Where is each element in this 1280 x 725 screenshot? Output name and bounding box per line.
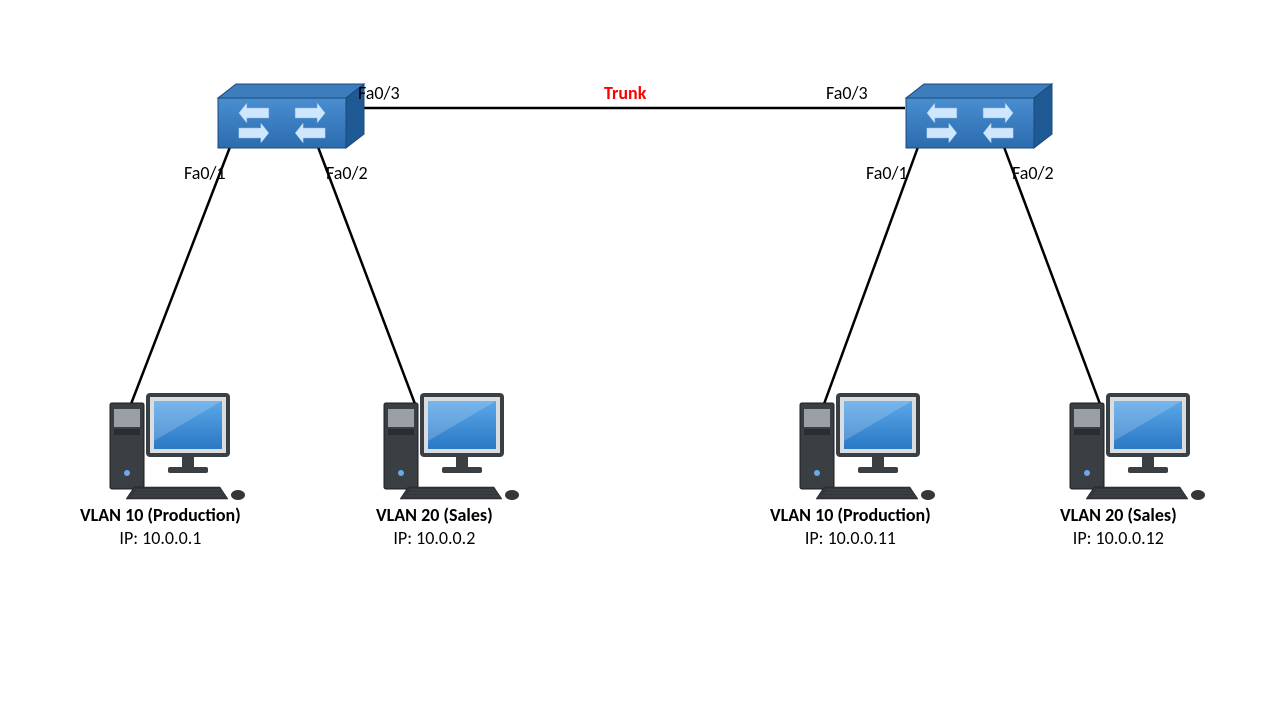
trunk-label: Trunk (604, 82, 646, 104)
host-ip: IP: 10.0.0.2 (376, 527, 493, 550)
host-title: VLAN 10 (Production) (80, 504, 241, 527)
host-label: VLAN 20 (Sales) IP: 10.0.0.2 (376, 504, 493, 549)
host-ip: IP: 10.0.0.11 (770, 527, 931, 550)
host-title: VLAN 10 (Production) (770, 504, 931, 527)
host-label: VLAN 10 (Production) IP: 10.0.0.1 (80, 504, 241, 549)
host-ip: IP: 10.0.0.1 (80, 527, 241, 550)
host-ip: IP: 10.0.0.12 (1060, 527, 1177, 550)
port-label-fa03-right: Fa0/3 (826, 82, 868, 104)
diagram-root: Trunk Fa0/3 Fa0/3 Fa0/1 Fa0/2 Fa0/1 Fa0/… (0, 0, 1280, 720)
diagram-svg (0, 0, 1280, 720)
port-label-fa03-left: Fa0/3 (358, 82, 400, 104)
host-label: VLAN 20 (Sales) IP: 10.0.0.12 (1060, 504, 1177, 549)
port-label: Fa0/1 (184, 162, 226, 184)
host-title: VLAN 20 (Sales) (1060, 504, 1177, 527)
port-label: Fa0/2 (326, 162, 368, 184)
port-label: Fa0/2 (1012, 162, 1054, 184)
port-label: Fa0/1 (866, 162, 908, 184)
host-title: VLAN 20 (Sales) (376, 504, 493, 527)
host-label: VLAN 10 (Production) IP: 10.0.0.11 (770, 504, 931, 549)
